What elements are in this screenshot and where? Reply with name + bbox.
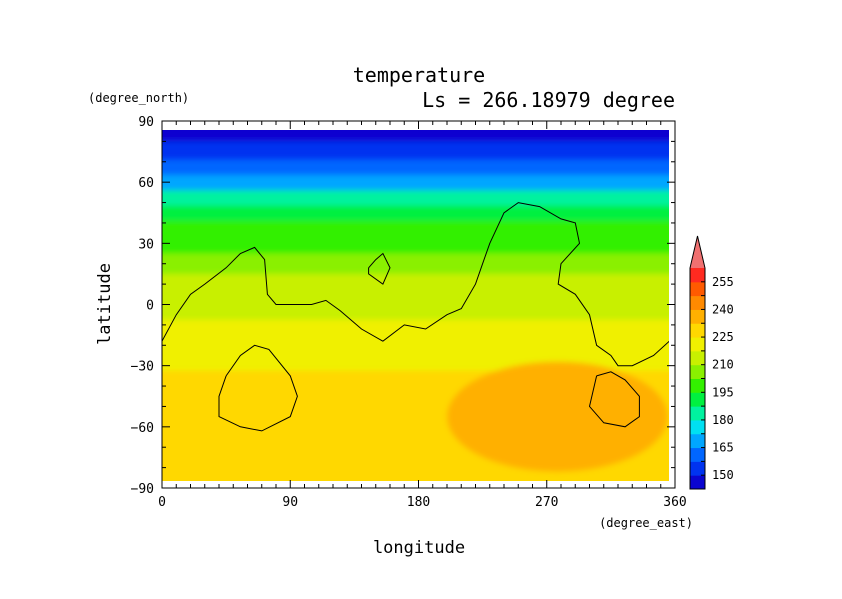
y-tick-label: 30 (138, 237, 154, 252)
colorbar-swatch (690, 364, 705, 379)
colorbar-swatch (690, 337, 705, 352)
y-tick-label: −60 (131, 421, 154, 436)
field-band (162, 253, 669, 275)
field-band (162, 220, 669, 238)
colorbar-label: 165 (712, 441, 734, 455)
contour-line (588, 371, 640, 428)
chart-title: temperature (353, 63, 485, 87)
colorbar-swatch (690, 406, 705, 421)
colorbar-swatch (690, 295, 705, 310)
field-band (162, 205, 669, 222)
colorbar-swatch (690, 281, 705, 297)
y-tick-label: 90 (138, 115, 154, 130)
contour-line (218, 344, 298, 432)
colorbar-swatch (690, 433, 705, 449)
field-bands (162, 130, 669, 481)
colorbar-swatch (690, 268, 705, 283)
warm-region (447, 361, 668, 472)
y-tick-label: 0 (146, 299, 154, 314)
x-tick-label: 180 (407, 495, 430, 510)
colorbar-swatch (690, 323, 705, 338)
x-tick-label: 360 (663, 495, 686, 510)
chart-subtitle: Ls = 266.18979 degree (422, 88, 675, 112)
field-band (162, 294, 669, 321)
y-axis-label: latitude (95, 263, 115, 345)
colorbar-swatch (690, 392, 705, 407)
colorbar-swatch (690, 419, 705, 435)
x-axis-label: longitude (373, 538, 465, 558)
field-band (162, 175, 669, 192)
colorbar-swatch (690, 309, 705, 324)
x-tick-label: 0 (158, 495, 166, 510)
colorbar-swatch (690, 350, 705, 366)
colorbar-label: 255 (712, 275, 734, 289)
topography-contours (162, 202, 669, 432)
field-band (162, 159, 669, 177)
colorbar-extend-arrow (690, 236, 705, 268)
colorbar-label: 195 (712, 385, 734, 399)
colorbar-label: 225 (712, 330, 734, 344)
field-band (162, 319, 669, 347)
contour-line (162, 202, 669, 367)
field-band (162, 273, 669, 296)
colorbar-swatch (690, 447, 705, 462)
y-tick-label: −30 (131, 360, 154, 375)
contour-line (368, 252, 391, 285)
x-ticks: 0 90 180 270 360 (158, 121, 687, 510)
colorbar-label: 210 (712, 358, 734, 372)
x-tick-label: 270 (535, 495, 558, 510)
colorbar: 255 240 225 210 195 180 165 150 (689, 235, 734, 490)
field-band (162, 190, 669, 207)
y-tick-label: 60 (138, 176, 154, 191)
colorbar-label: 180 (712, 413, 734, 427)
temperature-field (162, 130, 669, 481)
colorbar-swatch (690, 475, 705, 490)
y-ticks: 90 60 30 0 −30 −60 −90 (131, 115, 675, 497)
field-band (162, 141, 669, 161)
colorbar-swatch (690, 378, 705, 393)
x-tick-label: 90 (282, 495, 298, 510)
y-units-label: (degree_north) (88, 91, 189, 105)
colorbar-outline (689, 235, 706, 490)
colorbar-label: 150 (712, 468, 734, 482)
colorbar-label: 240 (712, 302, 734, 316)
field-band (162, 236, 669, 255)
colorbar-swatch (690, 461, 705, 476)
x-units-label: (degree_east) (599, 516, 693, 530)
field-band (162, 130, 669, 143)
y-tick-label: −90 (131, 482, 154, 497)
